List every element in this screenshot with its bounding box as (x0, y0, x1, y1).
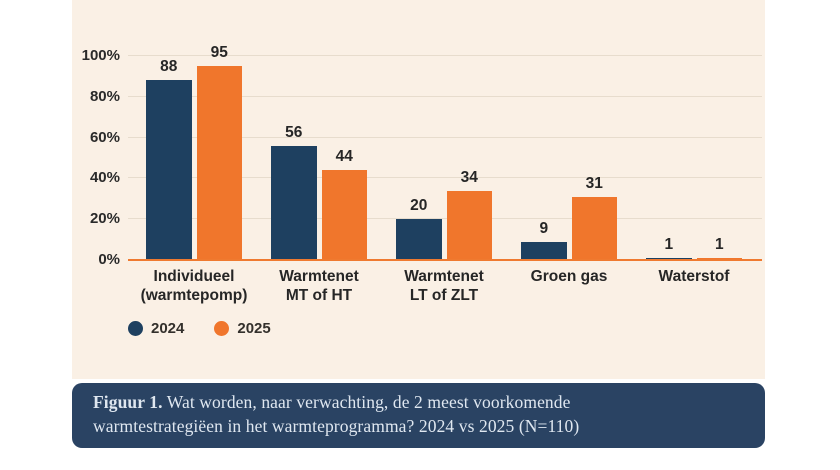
bar-2024: 9 (521, 220, 567, 260)
y-axis: 0% 20% 40% 60% 80% 100% (72, 47, 120, 268)
bar-value-label: 44 (335, 148, 353, 166)
figure-caption: Figuur 1. Wat worden, naar verwachting, … (72, 383, 765, 448)
y-tick-label: 60% (89, 128, 120, 146)
bar-value-label: 56 (285, 123, 303, 141)
bar-2024: 56 (271, 124, 317, 260)
bar-group: 1 1 Waterstof (646, 56, 742, 285)
bar-value-label: 1 (714, 235, 724, 253)
bar-value-label: 95 (210, 44, 228, 62)
category-label: Individueel (warmtepomp) (140, 268, 248, 304)
bar-group: 9 31 Groen gas (521, 56, 617, 285)
bar-2024: 88 (146, 58, 192, 260)
bar-value-label: 20 (410, 197, 428, 215)
bar-value-label: 34 (460, 168, 478, 186)
bar-2025: 34 (446, 169, 492, 260)
bar-value-label: 9 (539, 219, 549, 237)
caption-figure-number: Figuur 1. (93, 392, 163, 412)
bar-value-label: 1 (664, 235, 674, 253)
caption-text-line2: warmtestrategiëen in het warmteprogramma… (93, 415, 580, 436)
y-tick-label: 80% (89, 87, 120, 105)
bar-value-label: 31 (585, 174, 603, 192)
bar-groups: 88 95 Individueel (warmtepomp) 56 44 Warmtene… (141, 44, 742, 304)
bar-group: 88 95 Individueel (warmtepomp) (141, 44, 248, 304)
legend-dot-2024-icon (128, 321, 143, 336)
legend-item-2024: 2024 (128, 320, 184, 337)
legend-item-2025: 2025 (214, 320, 271, 337)
category-label: Waterstof (658, 268, 730, 285)
category-label: Warmtenet MT of HT (279, 268, 359, 304)
bar-2025: 44 (321, 148, 367, 260)
bar-2024: 20 (396, 197, 442, 260)
bar-2025: 95 (196, 44, 242, 260)
legend: 2024 2025 (128, 320, 271, 337)
category-label: Warmtenet LT of ZLT (404, 268, 484, 304)
legend-dot-2025-icon (214, 321, 230, 336)
bar-group: 56 44 Warmtenet MT of HT (271, 56, 367, 304)
y-tick-label: 100% (81, 47, 120, 64)
bar-group: 20 34 Warmtenet LT of ZLT (396, 56, 492, 304)
gridline (128, 136, 762, 138)
legend-label-2024: 2024 (151, 320, 185, 337)
category-label: Groen gas (530, 268, 608, 285)
bar-2025: 31 (571, 175, 617, 260)
legend-label-2025: 2025 (237, 320, 271, 337)
caption-text-line1: Wat worden, naar verwachting, de 2 meest… (162, 392, 571, 412)
gridline (128, 95, 762, 97)
y-tick-label: 40% (89, 169, 120, 187)
plot-area: 88 95 Individueel (warmtepomp) 56 44 Warmtene… (128, 44, 762, 304)
gridline (128, 177, 762, 179)
gridline (128, 218, 762, 220)
y-tick-label: 0% (98, 251, 120, 268)
y-tick-label: 20% (89, 210, 120, 228)
chart-panel: 0% 20% 40% 60% 80% 100% 88 95 Individueel (warm… (72, 0, 765, 379)
gridline (128, 55, 762, 56)
bar-value-label: 88 (160, 58, 178, 76)
x-axis-line (128, 258, 762, 261)
